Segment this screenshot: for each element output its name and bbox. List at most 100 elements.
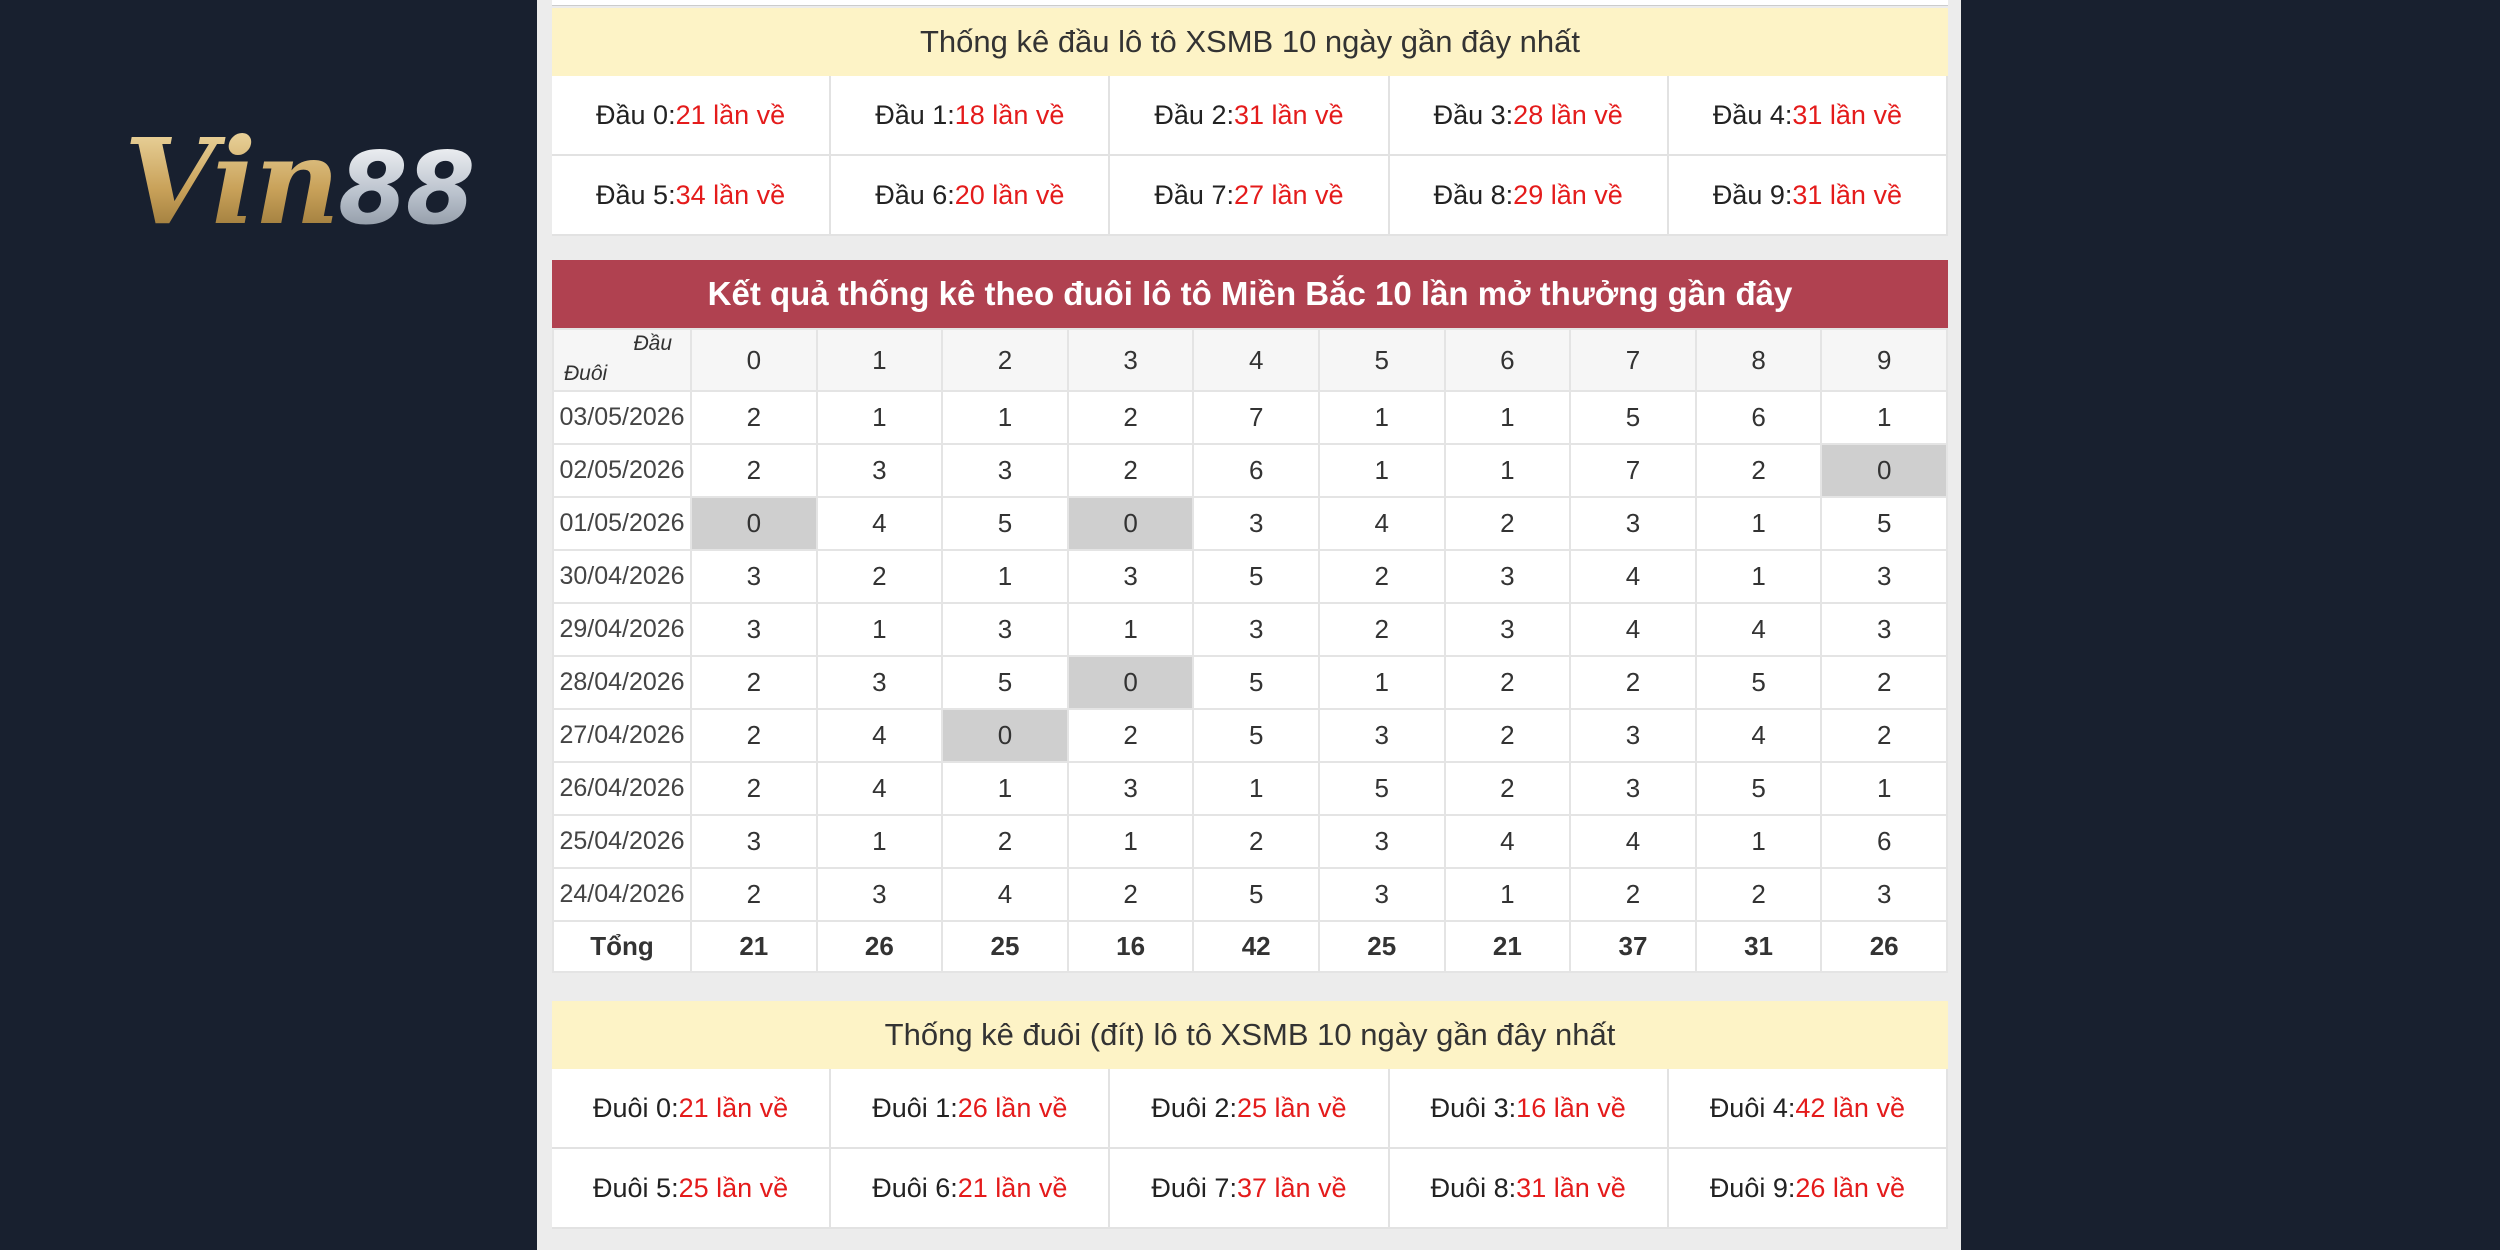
count-cell: 1 xyxy=(1443,443,1572,498)
count-cell: 6 xyxy=(1820,814,1948,869)
logo-text: Vin xyxy=(124,112,340,251)
count-cell: 3 xyxy=(1317,814,1446,869)
count-cell: 2 xyxy=(690,867,818,922)
column-header: 3 xyxy=(1066,328,1195,392)
stat-label: Đầu 7: xyxy=(1154,179,1234,210)
count-cell: 2 xyxy=(1443,655,1572,710)
stat-label: Đuôi 8: xyxy=(1430,1172,1517,1203)
stat-cell: Đuôi 8: 31 lần về xyxy=(1389,1149,1669,1229)
count-cell: 1 xyxy=(815,390,944,445)
count-cell: 3 xyxy=(1317,708,1446,763)
count-cell: 2 xyxy=(1443,708,1572,763)
stat-count: 16 lần về xyxy=(1516,1092,1626,1123)
date-cell: 26/04/2026 xyxy=(552,761,692,816)
column-header: 6 xyxy=(1443,328,1572,392)
count-cell: 3 xyxy=(690,602,818,657)
corner-cell: Đầu Đuôi xyxy=(552,328,692,392)
count-cell: 2 xyxy=(1192,814,1320,869)
logo-text: 88 xyxy=(338,130,475,247)
section-title: Thống kê đuôi (đít) lô tô XSMB 10 ngày g… xyxy=(552,1001,1948,1069)
data-row: 30/04/2026 3 2 1 3 5 2 3 4 1 3 xyxy=(552,549,1948,604)
count-cell: 6 xyxy=(1192,443,1320,498)
total-cell: 26 xyxy=(815,920,944,973)
count-cell: 2 xyxy=(1066,443,1195,498)
stat-cell: Đầu 2: 31 lần về xyxy=(1110,76,1390,156)
count-cell: 2 xyxy=(1066,390,1195,445)
column-header: 1 xyxy=(815,328,944,392)
count-cell: 4 xyxy=(1569,814,1697,869)
column-header: 9 xyxy=(1820,328,1948,392)
date-cell: 27/04/2026 xyxy=(552,708,692,763)
count-cell: 2 xyxy=(1066,708,1195,763)
count-cell: 4 xyxy=(941,867,1069,922)
count-cell: 3 xyxy=(1569,708,1697,763)
count-cell: 3 xyxy=(815,655,944,710)
count-cell: 1 xyxy=(1443,390,1572,445)
total-cell: 25 xyxy=(941,920,1069,973)
count-cell: 4 xyxy=(815,761,944,816)
stat-cell: Đầu 3: 28 lần về xyxy=(1389,76,1669,156)
count-cell: 3 xyxy=(1192,602,1320,657)
stat-count: 31 lần về xyxy=(1792,179,1902,210)
count-cell: 2 xyxy=(690,655,818,710)
total-cell: 37 xyxy=(1569,920,1697,973)
count-cell: 1 xyxy=(815,602,944,657)
count-cell: 4 xyxy=(1694,708,1823,763)
count-cell: 4 xyxy=(815,708,944,763)
count-cell: 3 xyxy=(1820,867,1948,922)
count-cell: 6 xyxy=(1694,390,1823,445)
data-row: 29/04/2026 3 1 3 1 3 2 3 4 4 3 xyxy=(552,602,1948,657)
total-cell: 25 xyxy=(1317,920,1446,973)
stat-cell: Đầu 7: 27 lần về xyxy=(1110,156,1390,236)
column-header: 8 xyxy=(1694,328,1823,392)
count-cell: 7 xyxy=(1192,390,1320,445)
count-cell: 1 xyxy=(1317,390,1446,445)
stat-count: 26 lần về xyxy=(1795,1172,1905,1203)
count-cell: 5 xyxy=(1694,761,1823,816)
count-cell: 2 xyxy=(941,814,1069,869)
count-cell: 0 xyxy=(1820,443,1948,498)
stat-count: 37 lần về xyxy=(1236,1172,1347,1203)
count-cell: 2 xyxy=(1694,443,1823,498)
total-row: Tổng 21 26 25 16 42 25 21 37 31 26 xyxy=(552,920,1948,973)
stat-count: 18 lần về xyxy=(954,99,1065,130)
date-cell: 01/05/2026 xyxy=(552,496,692,551)
count-cell: 3 xyxy=(1066,549,1195,604)
count-cell: 2 xyxy=(1694,867,1823,922)
stat-count: 27 lần về xyxy=(1233,179,1344,210)
data-row: 27/04/2026 2 4 0 2 5 3 2 3 4 2 xyxy=(552,708,1948,763)
count-cell: 2 xyxy=(1443,496,1572,551)
stat-cell: Đầu 4: 31 lần về xyxy=(1668,76,1948,156)
count-cell: 0 xyxy=(690,496,818,551)
stat-cell: Đầu 0: 21 lần về xyxy=(552,76,832,156)
stat-cell: Đuôi 7: 37 lần về xyxy=(1110,1149,1390,1229)
count-cell: 3 xyxy=(690,814,818,869)
data-row: 25/04/2026 3 1 2 1 2 3 4 4 1 6 xyxy=(552,814,1948,869)
stat-count: 26 lần về xyxy=(957,1092,1068,1123)
stat-label: Đầu 0: xyxy=(596,99,676,130)
stat-count: 28 lần về xyxy=(1513,99,1623,130)
column-header: 0 xyxy=(690,328,818,392)
stat-count: 25 lần về xyxy=(678,1172,789,1203)
stat-count: 21 lần về xyxy=(675,99,786,130)
total-label: Tổng xyxy=(552,920,692,973)
count-cell: 3 xyxy=(941,443,1069,498)
stats-section: Thống kê đầu lô tô XSMB 10 ngày gần đây … xyxy=(552,8,1948,236)
section-title: Thống kê đầu lô tô XSMB 10 ngày gần đây … xyxy=(552,8,1948,76)
count-cell: 2 xyxy=(1443,761,1572,816)
count-cell: 1 xyxy=(1694,496,1823,551)
count-cell: 3 xyxy=(1569,496,1697,551)
stats-section: Thống kê đuôi (đít) lô tô XSMB 10 ngày g… xyxy=(552,1001,1948,1229)
count-cell: 2 xyxy=(1569,867,1697,922)
stat-cell: Đuôi 9: 26 lần về xyxy=(1668,1149,1948,1229)
stat-label: Đầu 4: xyxy=(1712,99,1793,130)
stat-cell: Đuôi 4: 42 lần về xyxy=(1668,1069,1948,1149)
count-cell: 1 xyxy=(941,761,1069,816)
count-cell: 2 xyxy=(1066,867,1195,922)
count-cell: 4 xyxy=(1569,549,1697,604)
stat-count: 25 lần về xyxy=(1236,1092,1347,1123)
stat-label: Đầu 3: xyxy=(1433,99,1514,130)
date-cell: 29/04/2026 xyxy=(552,602,692,657)
date-cell: 02/05/2026 xyxy=(552,443,692,498)
